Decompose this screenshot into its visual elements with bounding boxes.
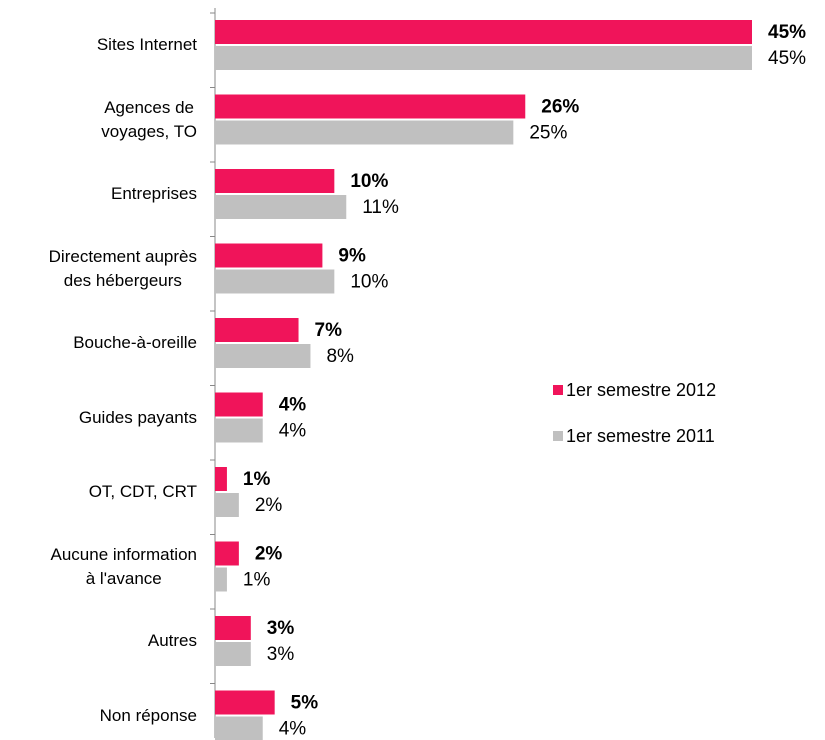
category-label: Non réponse	[99, 705, 197, 725]
value-label: 4%	[279, 421, 307, 442]
bar	[215, 169, 335, 193]
bar	[215, 418, 263, 443]
bar	[215, 195, 347, 219]
value-label: 10%	[350, 272, 388, 293]
value-label: 3%	[267, 618, 295, 639]
value-label: 7%	[315, 320, 343, 341]
legend-swatch	[553, 431, 563, 441]
category-label: Agences de voyages, TO	[101, 97, 197, 141]
value-label: 10%	[350, 171, 388, 192]
bar	[215, 616, 251, 640]
value-label: 2%	[255, 495, 283, 516]
bar	[215, 243, 323, 268]
bar	[215, 392, 263, 417]
value-label: 1%	[243, 570, 271, 591]
value-label: 2%	[255, 544, 283, 565]
bar	[215, 344, 311, 368]
category-label: OT, CDT, CRT	[88, 482, 197, 501]
legend-label: 1er semestre 2011	[566, 426, 715, 446]
legend-label: 1er semestre 2012	[566, 380, 716, 400]
value-label: 45%	[768, 22, 806, 43]
value-label: 1%	[243, 469, 271, 490]
bar	[215, 46, 752, 70]
bar	[215, 318, 299, 342]
bar	[215, 94, 526, 119]
bar	[215, 120, 514, 145]
legend-swatch	[553, 385, 563, 395]
category-label: Sites Internet	[96, 35, 197, 54]
bar	[215, 20, 752, 44]
category-label: Autres	[147, 631, 197, 650]
bar	[215, 567, 227, 592]
value-label: 25%	[529, 123, 567, 144]
bar	[215, 493, 239, 517]
bar	[215, 642, 251, 666]
value-label: 4%	[279, 719, 307, 740]
bar	[215, 690, 275, 715]
category-label: Directement auprès des hébergeurs	[48, 246, 197, 290]
bar	[215, 269, 335, 294]
value-label: 4%	[279, 395, 307, 416]
value-label: 26%	[541, 97, 579, 118]
category-label: Aucune information à l'avance	[50, 544, 197, 588]
value-label: 45%	[768, 48, 806, 69]
value-label: 5%	[291, 693, 319, 714]
bar	[215, 467, 227, 491]
value-label: 3%	[267, 644, 295, 665]
category-label: Entreprises	[111, 184, 197, 203]
category-label: Guides payants	[78, 407, 197, 427]
bar	[215, 541, 239, 566]
category-label: Bouche-à-oreille	[73, 333, 197, 352]
value-label: 9%	[338, 246, 366, 267]
value-label: 8%	[326, 346, 354, 367]
value-label: 11%	[362, 197, 399, 218]
bar	[215, 716, 263, 740]
